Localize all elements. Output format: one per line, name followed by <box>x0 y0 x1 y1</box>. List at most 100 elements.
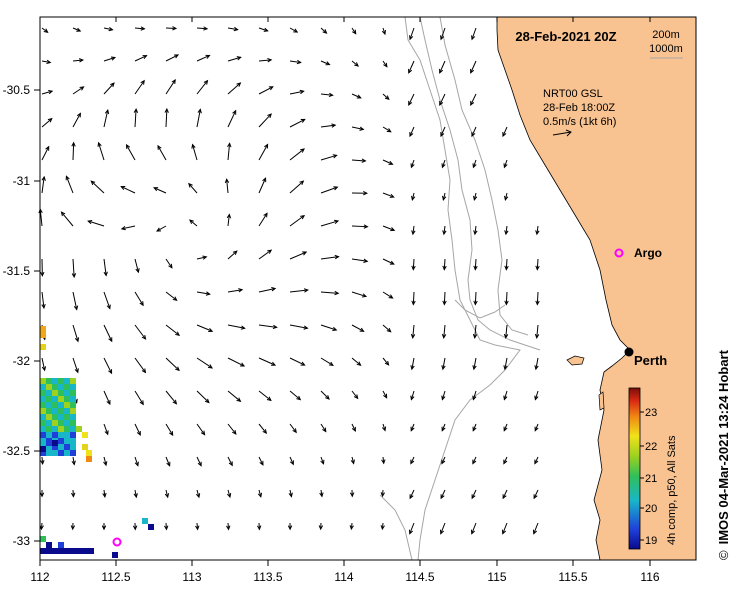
depth-1000m-label: 1000m <box>649 43 683 55</box>
current-arrow-head <box>473 195 478 201</box>
current-arrow <box>289 390 301 401</box>
current-arrow-head <box>232 109 237 115</box>
current-arrow-head <box>70 525 76 531</box>
current-arrow <box>134 456 139 466</box>
current-arrow <box>103 456 107 466</box>
current-arrow-head <box>203 79 209 85</box>
current-arrow-head <box>102 492 107 498</box>
current-arrow <box>443 291 446 305</box>
current-arrow-head <box>101 525 107 531</box>
current-arrow-head <box>39 492 45 498</box>
current-arrow <box>189 219 198 227</box>
current-arrow <box>121 186 136 194</box>
current-arrow-head <box>361 158 367 163</box>
current-arrow-head <box>380 525 385 531</box>
current-arrow-head <box>380 492 385 498</box>
sst-pixel <box>64 420 70 426</box>
current-arrow-head <box>381 426 387 432</box>
sst-pixel <box>58 384 64 390</box>
current-arrow <box>196 256 207 260</box>
current-arrow-head <box>267 57 273 63</box>
current-arrow <box>505 324 508 338</box>
current-arrow <box>472 390 477 400</box>
sst-pixel <box>70 408 76 414</box>
current-arrow-head <box>441 426 446 432</box>
current-arrow-head <box>195 493 201 499</box>
current-arrow <box>534 456 539 464</box>
current-arrow-head <box>440 132 445 138</box>
sst-pixel <box>64 414 70 420</box>
current-arrow-head <box>272 324 278 330</box>
sst-pixel <box>52 432 58 438</box>
current-arrow <box>134 27 145 30</box>
current-arrow-head <box>240 325 246 330</box>
current-arrow <box>134 258 139 273</box>
current-arrow <box>289 456 294 465</box>
current-arrow-head <box>299 180 305 185</box>
current-arrow-head <box>352 29 357 35</box>
current-arrow <box>505 291 508 305</box>
current-arrow <box>320 390 330 400</box>
current-arrow-head <box>78 58 85 63</box>
current-arrow <box>409 489 415 499</box>
current-arrow-head <box>172 399 178 405</box>
current-arrow-head <box>503 426 508 432</box>
current-scale-label: 0.5m/s (1kt 6h) <box>543 116 616 128</box>
current-arrow-head <box>472 163 477 169</box>
sst-pixel <box>52 384 58 390</box>
current-arrow-head <box>408 68 413 74</box>
current-arrow-head <box>200 430 206 436</box>
current-arrow-head <box>168 263 173 269</box>
current-arrow <box>258 86 274 95</box>
y-axis: -30.5 -31 -31.5 -32 -32.5 -33 <box>3 83 40 548</box>
current-arrow <box>505 225 508 235</box>
current-arrow <box>227 289 243 293</box>
current-arrow <box>351 258 368 262</box>
current-arrow-head <box>233 26 239 32</box>
current-arrow-head <box>325 395 330 400</box>
current-arrow-head <box>108 369 113 375</box>
current-arrow-head <box>328 92 334 98</box>
current-arrow <box>196 291 210 295</box>
current-arrow <box>504 192 508 200</box>
current-arrow-head <box>40 459 45 466</box>
current-arrow-head <box>65 175 70 181</box>
x-tick-label: 113.5 <box>253 570 282 584</box>
sst-pixel <box>58 426 64 432</box>
current-arrow <box>441 390 446 400</box>
current-arrow <box>103 57 116 62</box>
current-arrow <box>227 250 238 260</box>
colorbar-tick-label: 22 <box>645 441 657 453</box>
current-arrow-head <box>238 288 244 293</box>
current-arrow-head <box>471 132 476 138</box>
y-tick-label: -31 <box>13 174 31 188</box>
current-arrow-head <box>504 195 509 201</box>
sst-pixel <box>64 438 70 444</box>
current-arrow-head <box>125 143 131 149</box>
current-arrow <box>474 291 477 305</box>
sst-pixel <box>40 384 46 390</box>
current-arrow-head <box>384 360 390 366</box>
sst-pixel <box>40 396 46 402</box>
current-arrow-head <box>534 333 540 339</box>
current-arrow-head <box>532 529 538 535</box>
current-arrow-head <box>383 393 388 399</box>
sst-pixel <box>88 548 94 554</box>
current-arrow <box>134 423 141 436</box>
current-arrow-head <box>76 27 82 32</box>
sst-pixel <box>82 444 88 450</box>
current-arrow <box>320 154 337 161</box>
current-arrow <box>258 423 267 434</box>
current-arrow-head <box>386 327 392 333</box>
current-arrow <box>409 522 415 534</box>
current-arrow-head <box>97 141 102 147</box>
current-arrow <box>41 27 48 33</box>
current-arrow <box>41 90 53 95</box>
current-arrow <box>440 126 446 137</box>
current-arrow <box>412 291 415 305</box>
argo-icon-offshore <box>112 537 122 547</box>
current-arrow-head <box>266 396 272 402</box>
current-arrow <box>412 258 415 270</box>
current-arrow-head <box>299 89 305 95</box>
current-arrow <box>103 324 113 342</box>
